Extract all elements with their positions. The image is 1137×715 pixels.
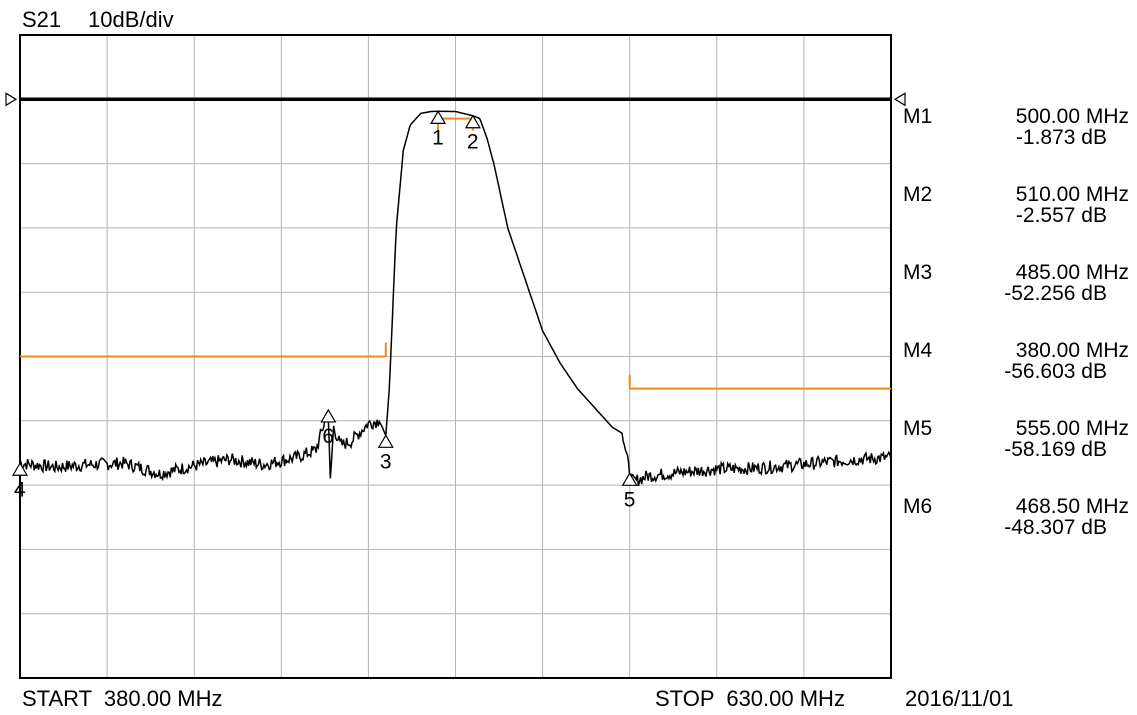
marker-frequency: 380.00 MHz bbox=[1016, 339, 1129, 362]
start-frequency: START 380.00 MHz bbox=[22, 686, 223, 711]
date-stamp: 2016/11/01 bbox=[905, 686, 1013, 711]
s21-trace bbox=[19, 110, 892, 487]
marker-frequency: 485.00 MHz bbox=[1016, 261, 1129, 284]
marker-triangle bbox=[464, 114, 481, 129]
limit-lines bbox=[20, 117, 891, 390]
stop-frequency: STOP 630.00 MHz bbox=[655, 686, 845, 711]
reference-pointer-right bbox=[893, 92, 906, 107]
marker-value: -56.603 dB bbox=[1004, 360, 1107, 383]
marker-value: -48.307 dB bbox=[1004, 516, 1107, 539]
marker-triangle bbox=[621, 472, 638, 486]
marker-number: 4 bbox=[14, 478, 26, 501]
marker-id: M4 bbox=[903, 339, 932, 362]
marker-id: M6 bbox=[903, 495, 932, 518]
marker-id: M5 bbox=[903, 417, 932, 440]
marker-readout: M1 500.00 MHz-1.873 dB M2 510.00 MHz-2.557 … bbox=[903, 105, 1129, 539]
marker-triangle bbox=[11, 462, 29, 476]
trace-label: S21 bbox=[22, 7, 61, 32]
marker-value: -1.873 dB bbox=[1016, 126, 1107, 149]
marker-triangle bbox=[430, 110, 447, 124]
reference-pointer-left bbox=[5, 92, 18, 107]
marker-frequency: 500.00 MHz bbox=[1016, 105, 1129, 128]
marker-id: M1 bbox=[903, 105, 932, 128]
marker-number: 5 bbox=[624, 488, 636, 511]
marker-id: M2 bbox=[903, 183, 932, 206]
reference-lines bbox=[5, 92, 906, 107]
marker-number: 1 bbox=[432, 126, 444, 149]
marker-id: M3 bbox=[903, 261, 932, 284]
marker-frequency: 510.00 MHz bbox=[1016, 183, 1129, 206]
marker-frequency: 468.50 MHz bbox=[1016, 495, 1129, 518]
marker-number: 6 bbox=[322, 425, 334, 448]
marker-points: 1 2 3 4 5 6 bbox=[11, 110, 638, 511]
scale-label: 10dB/div bbox=[88, 7, 174, 32]
marker-value: -2.557 dB bbox=[1016, 204, 1107, 227]
marker-triangle bbox=[377, 434, 394, 448]
marker-triangle bbox=[320, 408, 337, 423]
marker-number: 3 bbox=[380, 450, 392, 473]
grid bbox=[20, 35, 891, 678]
marker-number: 2 bbox=[467, 131, 479, 154]
marker-value: -58.169 dB bbox=[1004, 438, 1107, 461]
marker-value: -52.256 dB bbox=[1004, 282, 1107, 305]
marker-frequency: 555.00 MHz bbox=[1016, 417, 1129, 440]
